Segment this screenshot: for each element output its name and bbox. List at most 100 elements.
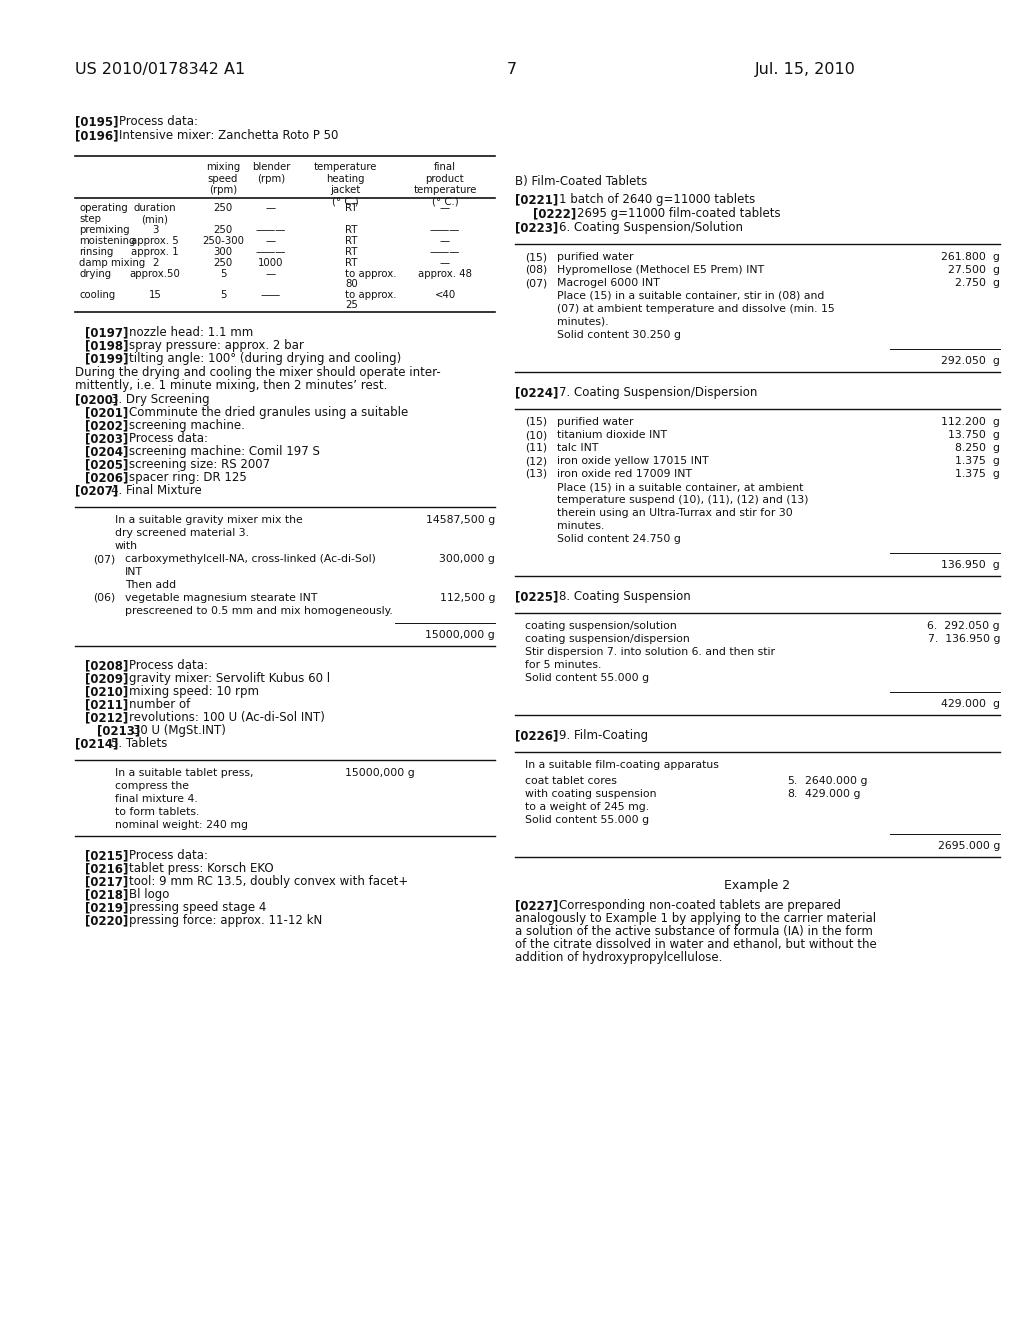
Text: [0195]: [0195] (75, 115, 119, 128)
Text: 292.050  g: 292.050 g (941, 356, 1000, 366)
Text: [0209]: [0209] (85, 672, 128, 685)
Text: minutes).: minutes). (557, 317, 608, 327)
Text: [0226]: [0226] (515, 729, 558, 742)
Text: US 2010/0178342 A1: US 2010/0178342 A1 (75, 62, 246, 77)
Text: Intensive mixer: Zanchetta Roto P 50: Intensive mixer: Zanchetta Roto P 50 (119, 129, 338, 143)
Text: [0221]: [0221] (515, 193, 558, 206)
Text: mixing
speed
(rpm): mixing speed (rpm) (206, 162, 240, 195)
Text: [0198]: [0198] (85, 339, 128, 352)
Text: (07): (07) (93, 554, 116, 564)
Text: [0215]: [0215] (85, 849, 128, 862)
Text: number of: number of (129, 698, 190, 711)
Text: (10): (10) (525, 430, 547, 440)
Text: (13): (13) (525, 469, 547, 479)
Text: ———: ——— (256, 224, 286, 235)
Text: [0196]: [0196] (75, 129, 119, 143)
Text: with coating suspension: with coating suspension (525, 789, 656, 799)
Text: 250: 250 (213, 224, 232, 235)
Text: [0219]: [0219] (85, 902, 128, 913)
Text: compress the: compress the (115, 781, 189, 791)
Text: blender
(rpm): blender (rpm) (252, 162, 290, 183)
Text: Process data:: Process data: (119, 115, 198, 128)
Text: damp mixing: damp mixing (79, 257, 145, 268)
Text: RT: RT (345, 236, 357, 246)
Text: pressing force: approx. 11-12 kN: pressing force: approx. 11-12 kN (129, 913, 323, 927)
Text: 5: 5 (220, 269, 226, 279)
Text: [0222]: [0222] (534, 207, 577, 220)
Text: iron oxide red 17009 INT: iron oxide red 17009 INT (557, 469, 692, 479)
Text: Process data:: Process data: (129, 659, 208, 672)
Text: carboxymethylcell-NA, cross-linked (Ac-di-Sol): carboxymethylcell-NA, cross-linked (Ac-d… (125, 554, 376, 564)
Text: with: with (115, 541, 138, 550)
Text: 300,000 g: 300,000 g (439, 554, 495, 564)
Text: [0212]: [0212] (85, 711, 128, 723)
Text: 261.800  g: 261.800 g (941, 252, 1000, 261)
Text: ———: ——— (256, 247, 286, 257)
Text: tool: 9 mm RC 13.5, doubly convex with facet+: tool: 9 mm RC 13.5, doubly convex with f… (129, 875, 409, 888)
Text: (12): (12) (525, 455, 547, 466)
Text: temperature suspend (10), (11), (12) and (13): temperature suspend (10), (11), (12) and… (557, 495, 809, 506)
Text: operating: operating (79, 203, 128, 213)
Text: premixing: premixing (79, 224, 130, 235)
Text: (08): (08) (525, 265, 547, 275)
Text: spray pressure: approx. 2 bar: spray pressure: approx. 2 bar (129, 339, 304, 352)
Text: 9. Film-Coating: 9. Film-Coating (559, 729, 648, 742)
Text: 13.750  g: 13.750 g (948, 430, 1000, 440)
Text: 250-300: 250-300 (202, 236, 244, 246)
Text: 15: 15 (148, 290, 162, 300)
Text: ———: ——— (430, 247, 460, 257)
Text: coating suspension/solution: coating suspension/solution (525, 620, 677, 631)
Text: 2695.000 g: 2695.000 g (938, 841, 1000, 851)
Text: Solid content 55.000 g: Solid content 55.000 g (525, 673, 649, 682)
Text: [0202]: [0202] (85, 418, 128, 432)
Text: screening machine.: screening machine. (129, 418, 245, 432)
Text: Macrogel 6000 INT: Macrogel 6000 INT (557, 279, 659, 288)
Text: (15): (15) (525, 417, 547, 426)
Text: to approx.: to approx. (345, 269, 396, 279)
Text: 136.950  g: 136.950 g (941, 560, 1000, 570)
Text: (15): (15) (525, 252, 547, 261)
Text: 25: 25 (345, 300, 357, 310)
Text: [0214]: [0214] (75, 737, 119, 750)
Text: (min): (min) (141, 214, 169, 224)
Text: approx.50: approx.50 (130, 269, 180, 279)
Text: (07) at ambient temperature and dissolve (min. 15: (07) at ambient temperature and dissolve… (557, 304, 835, 314)
Text: RT: RT (345, 247, 357, 257)
Text: [0210]: [0210] (85, 685, 128, 698)
Text: 15000,000 g: 15000,000 g (425, 630, 495, 640)
Text: 429.000 g: 429.000 g (805, 789, 860, 799)
Text: mittently, i.e. 1 minute mixing, then 2 minutes’ rest.: mittently, i.e. 1 minute mixing, then 2 … (75, 379, 387, 392)
Text: 112,500 g: 112,500 g (439, 593, 495, 603)
Text: Corresponding non-coated tablets are prepared: Corresponding non-coated tablets are pre… (559, 899, 841, 912)
Text: 5.: 5. (787, 776, 798, 785)
Text: 6. Coating Suspension/Solution: 6. Coating Suspension/Solution (559, 220, 743, 234)
Text: 8. Coating Suspension: 8. Coating Suspension (559, 590, 691, 603)
Text: [0205]: [0205] (85, 458, 128, 471)
Text: [0224]: [0224] (515, 385, 558, 399)
Text: INT: INT (125, 568, 143, 577)
Text: 80: 80 (345, 279, 357, 289)
Text: 7. Coating Suspension/Dispersion: 7. Coating Suspension/Dispersion (559, 385, 758, 399)
Text: [0200]: [0200] (75, 393, 118, 407)
Text: —: — (266, 269, 276, 279)
Text: gravity mixer: Servolift Kubus 60 l: gravity mixer: Servolift Kubus 60 l (129, 672, 330, 685)
Text: [0206]: [0206] (85, 471, 128, 484)
Text: [0225]: [0225] (515, 590, 558, 603)
Text: cooling: cooling (79, 290, 116, 300)
Text: 27.500  g: 27.500 g (948, 265, 1000, 275)
Text: addition of hydroxypropylcellulose.: addition of hydroxypropylcellulose. (515, 950, 722, 964)
Text: In a suitable gravity mixer mix the: In a suitable gravity mixer mix the (115, 515, 303, 525)
Text: tablet press: Korsch EKO: tablet press: Korsch EKO (129, 862, 273, 875)
Text: RT: RT (345, 257, 357, 268)
Text: [0197]: [0197] (85, 326, 128, 339)
Text: dry screened material 3.: dry screened material 3. (115, 528, 249, 539)
Text: Hypromellose (Methocel E5 Prem) INT: Hypromellose (Methocel E5 Prem) INT (557, 265, 764, 275)
Text: 2695 g=11000 film-coated tablets: 2695 g=11000 film-coated tablets (577, 207, 780, 220)
Text: to approx.: to approx. (345, 290, 396, 300)
Text: 5: 5 (220, 290, 226, 300)
Text: nominal weight: 240 mg: nominal weight: 240 mg (115, 820, 248, 830)
Text: Solid content 24.750 g: Solid content 24.750 g (557, 535, 681, 544)
Text: —: — (266, 236, 276, 246)
Text: 8.: 8. (787, 789, 798, 799)
Text: Comminute the dried granules using a suitable: Comminute the dried granules using a sui… (129, 407, 409, 418)
